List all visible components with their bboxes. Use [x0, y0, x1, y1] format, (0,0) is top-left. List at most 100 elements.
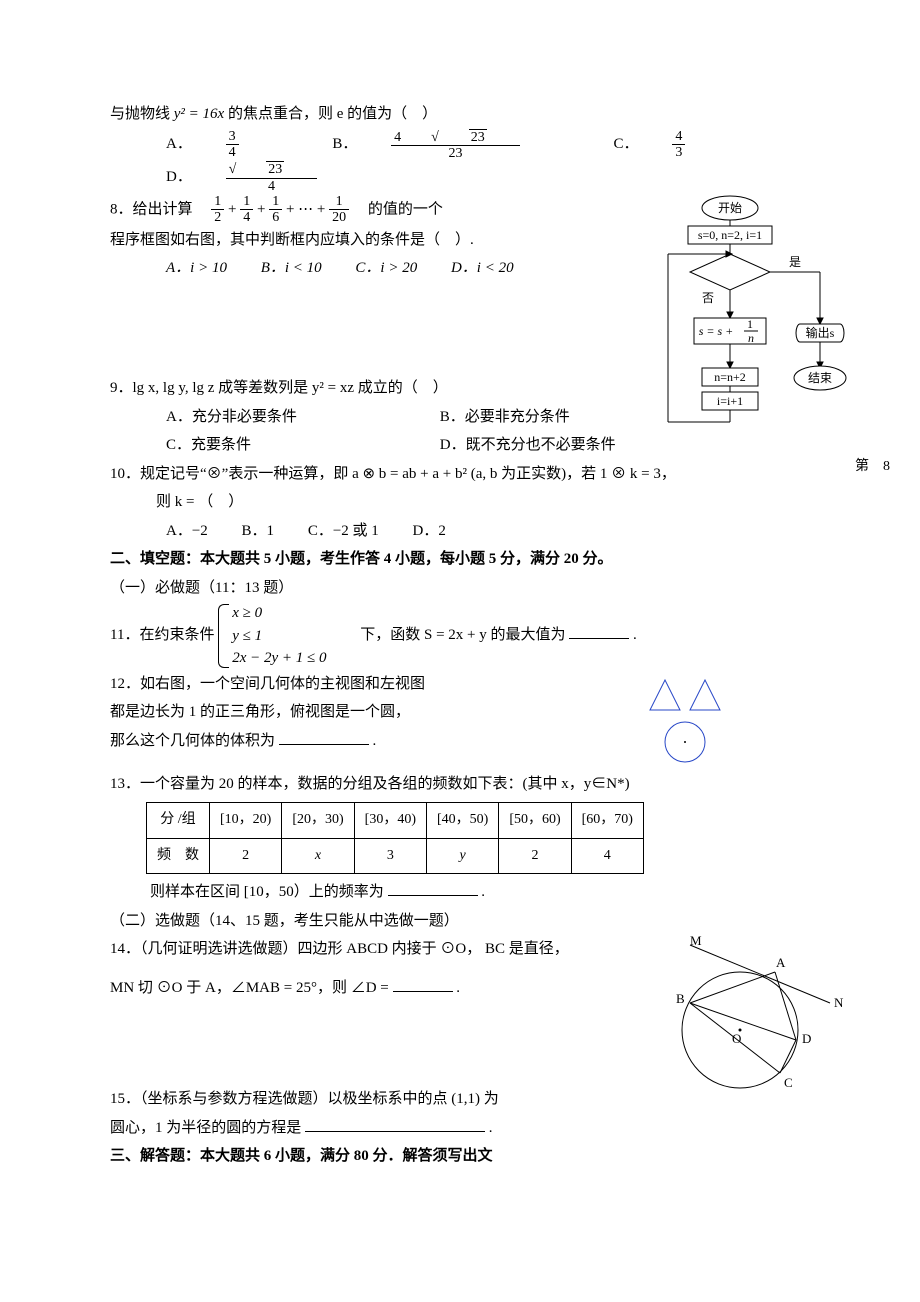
q12-l3: 那么这个几何体的体积为: [110, 733, 275, 749]
th1: [10，20): [210, 803, 282, 839]
flow-no: 否: [702, 291, 714, 305]
q9-opt-D: D．既不充分也不必要条件: [440, 431, 616, 460]
q7A-den: 4: [226, 145, 239, 160]
tr4: y: [426, 838, 498, 874]
q13-after: 则样本在区间 [10，50）上的频率为: [150, 884, 384, 900]
q9-opt-C: C．充要条件: [166, 431, 406, 460]
q10-opt-D: D．2: [413, 517, 446, 546]
q11-pre: 11．在约束条件: [110, 627, 218, 643]
q7-stem: 与抛物线 y² = 16x 的焦点重合，则 e 的值为（ ）: [110, 100, 810, 129]
lbl-A: A: [776, 955, 786, 970]
q11: 11．在约束条件 x ≥ 0 y ≤ 1 2x − 2y + 1 ≤ 0 下，函…: [110, 602, 810, 670]
q7D-rad: 23: [266, 161, 284, 177]
q7-opt-D-label: D．: [166, 163, 192, 192]
lbl-O: O: [732, 1031, 741, 1046]
q11-end: .: [633, 627, 637, 643]
tr5: 2: [499, 838, 571, 874]
q7-text-b: 的焦点重合，则 e 的值为（ ）: [228, 106, 437, 122]
t1d: 4: [240, 210, 253, 225]
brace-icon: x ≥ 0 y ≤ 1 2x − 2y + 1 ≤ 0: [218, 602, 326, 670]
tr1: 2: [210, 838, 282, 874]
q15-l2: 圆心，1 为半径的圆的方程是: [110, 1120, 301, 1136]
t3d: 20: [329, 210, 349, 225]
flow-out: 输出s: [806, 325, 835, 340]
q7-text-a: 与抛物线: [110, 106, 174, 122]
t2d: 6: [269, 210, 282, 225]
q7C-den: 3: [672, 145, 685, 160]
flow-start: 开始: [718, 201, 742, 215]
lbl-D: D: [802, 1031, 811, 1046]
flow-init: s=0, n=2, i=1: [698, 228, 762, 242]
q9-stem: 9．lg x, lg y, lg z 成等差数列是 y² = xz 成立的（ ）: [110, 374, 810, 403]
q7B-num-a: 4: [394, 130, 401, 145]
tr0: 频 数: [147, 838, 210, 874]
q10-opt-B: B．1: [242, 517, 275, 546]
circle-figure: M A N B D O C: [650, 935, 850, 1105]
th0: 分 /组: [147, 803, 210, 839]
q7B-rad: 23: [469, 129, 487, 145]
q15-end: .: [489, 1120, 493, 1136]
q15-l2-row: 圆心，1 为半径的圆的方程是 .: [110, 1114, 810, 1143]
flow-s1num: 1: [747, 317, 753, 331]
q13-table: 分 /组 [10，20) [20，30) [30，40) [40，50) [50…: [146, 802, 644, 874]
th6: [60，70): [571, 803, 643, 839]
q8-text-a: 8．给出计算: [110, 201, 208, 217]
lbl-N: N: [834, 995, 844, 1010]
q11-c3: 2x − 2y + 1 ≤ 0: [232, 647, 326, 670]
q13-after-row: 则样本在区间 [10，50）上的频率为 .: [110, 878, 810, 907]
flow-side-label: 第 8: [855, 454, 890, 481]
q7A-num: 3: [226, 129, 239, 145]
q7D-den: 4: [226, 179, 318, 194]
th2: [20，30): [282, 803, 354, 839]
flow-yes: 是: [789, 255, 801, 269]
q12-block: 12．如右图，一个空间几何体的主视图和左视图 都是边长为 1 的正三角形，俯视图…: [110, 670, 810, 770]
q10-options: A．−2 B．1 C．−2 或 1 D．2: [110, 517, 810, 546]
th4: [40，50): [426, 803, 498, 839]
section3-heading: 三、解答题：本大题共 6 小题，满分 80 分．解答须写出文: [110, 1142, 810, 1171]
q15-blank: [305, 1116, 485, 1132]
section2b-heading: （二）选做题（14、15 题，考生只能从中选做一题）: [110, 907, 810, 936]
q13-end: .: [481, 884, 485, 900]
q9-opt-B: B．必要非充分条件: [440, 403, 570, 432]
tr3: 3: [354, 838, 426, 874]
q14-blank: [393, 976, 453, 992]
tr2: x: [282, 838, 354, 874]
q12-end: .: [373, 733, 377, 749]
th5: [50，60): [499, 803, 571, 839]
q8-opt-B: B．i < 10: [261, 254, 322, 283]
q13-stem: 13．一个容量为 20 的样本，数据的分组及各组的频数如下表：(其中 x，y∈N…: [110, 770, 810, 799]
q10-opt-C: C．−2 或 1: [308, 517, 379, 546]
q8-opt-D: D．i < 20: [451, 254, 514, 283]
q7-options: A． 34 B． 42323 C． 43 D． 234: [110, 129, 810, 195]
t0d: 2: [211, 210, 224, 225]
q7-opt-A-label: A．: [166, 130, 192, 159]
q13-blank: [388, 880, 478, 896]
three-views-figure: [630, 670, 770, 770]
q12-blank: [279, 729, 369, 745]
section2-heading: 二、填空题：本大题共 5 小题，考生作答 4 小题，每小题 5 分，满分 20 …: [110, 545, 810, 574]
q7C-num: 4: [672, 129, 685, 145]
q8-text-b: 的值的一个: [353, 201, 443, 217]
q9-options-r1: A．充分非必要条件 B．必要非充分条件: [110, 403, 810, 432]
q7B-den: 23: [391, 146, 520, 161]
q14-end: .: [456, 980, 460, 996]
t0n: 1: [211, 194, 224, 210]
flow-step1a: s = s +: [699, 324, 734, 338]
q8-opt-C: C．i > 20: [355, 254, 417, 283]
q9-opt-A: A．充分非必要条件: [166, 403, 406, 432]
section2a-heading: （一）必做题（11：13 题）: [110, 574, 810, 603]
q14-block: 14．（几何证明选讲选做题）四边形 ABCD 内接于 ⊙O， BC 是直径， M…: [110, 935, 810, 1085]
q8-block: 8．给出计算 12 + 14 + 16 + ⋯ + 120 的值的一个 程序框图…: [110, 194, 810, 374]
q10-line2: 则 k = （ ）: [110, 488, 810, 517]
q11-c2: y ≤ 1: [232, 625, 326, 648]
q10-stem: 10．规定记号“⊗”表示一种运算，即 a ⊗ b = ab + a + b² (…: [110, 460, 810, 489]
lbl-M: M: [690, 935, 702, 948]
q11-blank: [569, 623, 629, 639]
lbl-B: B: [676, 991, 685, 1006]
t1n: 1: [240, 194, 253, 210]
th3: [30，40): [354, 803, 426, 839]
q11-mid: 下，函数 S = 2x + y 的最大值为: [330, 627, 565, 643]
q11-c1: x ≥ 0: [232, 602, 326, 625]
q14-l2: MN 切 ⊙O 于 A，∠MAB = 25°，则 ∠D =: [110, 980, 389, 996]
flow-s1den: n: [748, 331, 754, 345]
